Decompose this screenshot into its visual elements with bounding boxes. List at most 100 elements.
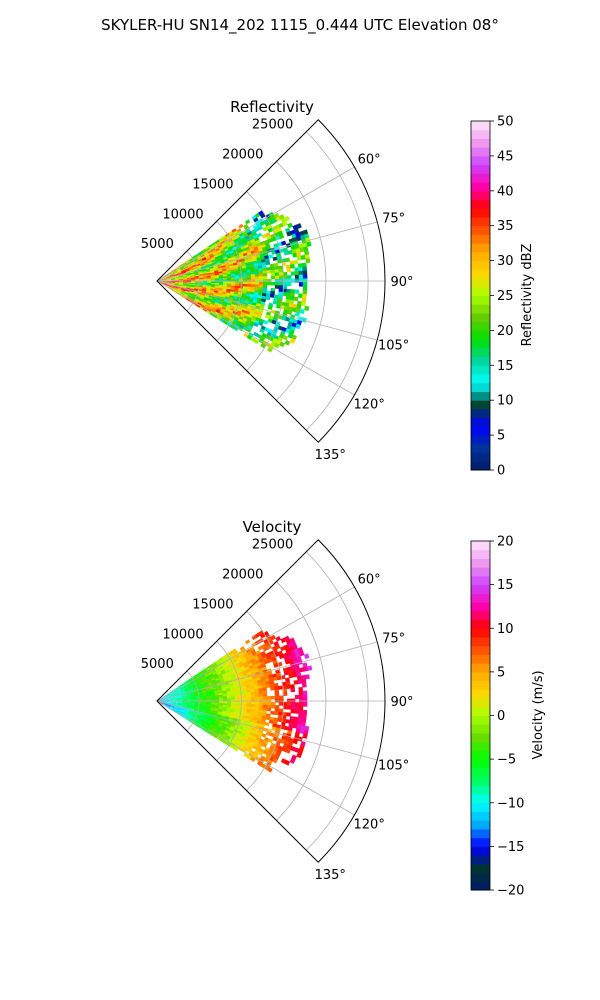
angle-spoke [156,221,378,282]
colorbar-tick-label: 5 [497,665,505,680]
colorbar-band [471,602,490,612]
range-tick-label: 15000 [192,177,233,192]
angle-spoke [156,586,355,702]
angle-spoke [156,641,378,702]
colorbar-band [471,190,490,201]
colorbar-band [471,584,490,594]
colorbar-tick-label: 15 [497,578,514,593]
colorbar-band [471,828,490,839]
colorbar-band [471,636,490,647]
angle-spoke [156,280,378,341]
range-tick-label: 10000 [162,627,203,642]
angle-tick-label: 75° [382,632,405,647]
colorbar-band [471,443,490,454]
colorbar-tick-label: 25 [497,289,514,304]
colorbar-band [471,374,490,384]
reflectivity-colorbar-label: Reflectivity dBZ [520,244,535,347]
sector-frame [156,119,386,443]
colorbar-band [471,182,490,192]
colorbar-band [471,155,490,166]
colorbar-band [471,689,490,699]
velocity-colorbar: 20 15 10 5 0 −5 −10 −15 −20 [470,535,524,899]
sector-frame [156,539,386,863]
colorbar-band [471,741,490,751]
colorbar-band [471,811,490,821]
angle-spoke [156,700,355,816]
colorbar-band [471,452,490,462]
colorbar-tick-label: 5 [497,429,505,444]
colorbar-tick-label: −20 [497,884,524,899]
colorbar-band [471,147,490,157]
colorbar-band [471,549,490,559]
colorbar-tick-label: −15 [497,840,524,855]
colorbar-band [471,593,490,603]
colorbar-band [471,750,490,760]
colorbar-band [471,619,490,629]
velocity-panel: Velocity 500010000150002000025000Meters6… [141,518,546,899]
velocity-data-field [158,630,313,773]
colorbar-band [471,234,490,244]
colorbar-band [471,575,490,586]
colorbar-band [471,872,490,882]
colorbar-tick-label: 0 [497,709,505,724]
velocity-colorbar-label: Velocity (m/s) [531,670,546,759]
colorbar-tick-label: 35 [497,219,514,234]
colorbar-band [471,663,490,673]
colorbar-band [471,698,490,708]
colorbar-band [471,216,490,227]
colorbar-band [471,837,490,847]
range-tick-label: 5000 [141,657,174,672]
colorbar-band [471,776,490,786]
reflectivity-grid [156,119,386,443]
colorbar-band [471,802,490,812]
range-tick-label: 25000 [252,538,293,553]
colorbar-band [471,304,490,314]
angle-spoke [156,280,355,396]
colorbar-band [471,426,490,436]
range-tick-label: 10000 [162,207,203,222]
colorbar-band [471,312,490,323]
colorbar-tick-label: 50 [497,115,514,130]
angle-tick-label: 60° [358,573,381,588]
colorbar-band [471,330,490,340]
colorbar-band [471,558,490,568]
colorbar-band [471,654,490,664]
reflectivity-panel: Reflectivity 500010000150002000025000Met… [141,98,535,479]
colorbar-band [471,706,490,716]
colorbar-band [471,295,490,305]
velocity-grid [156,539,386,863]
colorbar-band [471,121,490,131]
colorbar-band [471,251,490,262]
range-tick-label: 20000 [222,148,263,163]
colorbar-band [471,138,490,148]
colorbar-band [471,339,490,349]
colorbar-tick-label: −10 [497,796,524,811]
colorbar-band [471,610,490,621]
colorbar-band [471,417,490,427]
angle-tick-label: 135° [315,448,346,463]
colorbar-band [471,715,490,725]
colorbar-band [471,846,490,856]
colorbar-tick-label: 45 [497,149,514,164]
colorbar-band [471,820,490,830]
colorbar-tick-label: 0 [497,464,505,479]
colorbar-band [471,173,490,183]
colorbar-band [471,671,490,682]
colorbar-band [471,881,490,891]
colorbar-band [471,269,490,279]
colorbar-tick-label: 15 [497,359,514,374]
range-tick-label: 25000 [252,118,293,133]
colorbar-band [471,321,490,331]
colorbar-tick-label: 20 [497,324,514,339]
reflectivity-tick-labels: 500010000150002000025000Meters60°75°90°1… [141,118,414,464]
colorbar-band [471,435,490,445]
colorbar-band [471,680,490,690]
angle-tick-label: 120° [354,818,385,833]
colorbar-band [471,863,490,874]
colorbar-band [471,400,490,410]
colorbar-band [471,208,490,218]
colorbar-band [471,278,490,288]
colorbar-band [471,645,490,655]
angle-tick-label: 105° [378,758,409,773]
colorbar-band [471,129,490,139]
